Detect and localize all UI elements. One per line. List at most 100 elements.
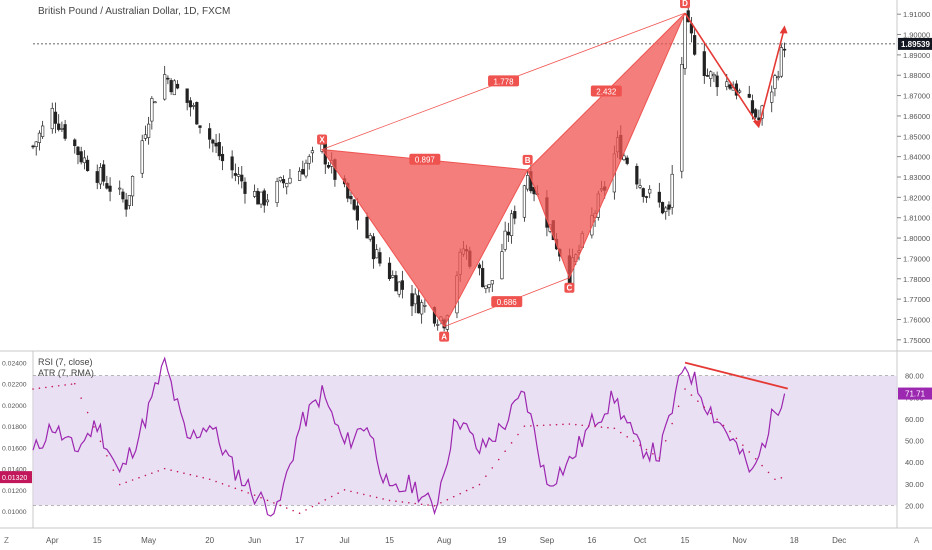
candle-body <box>214 142 218 147</box>
price-tick-label: 1.87000 <box>903 92 930 101</box>
atr-dot <box>677 405 680 408</box>
candle-body <box>776 76 780 79</box>
candle-body <box>285 183 289 188</box>
candle-body <box>355 205 360 221</box>
candle-body <box>709 71 713 79</box>
price-tick-label: 1.90000 <box>903 31 930 40</box>
rsi-tick-label: 60.00 <box>905 415 924 424</box>
candle-body <box>307 156 311 164</box>
current-price-tag-label: 1.89539 <box>901 40 930 49</box>
atr-dot <box>684 388 686 390</box>
atr-dot <box>414 502 417 505</box>
price-tick-label: 1.82000 <box>903 193 930 202</box>
atr-tick-label: 0.01200 <box>2 488 27 495</box>
atr-dot <box>465 489 468 492</box>
candle-body <box>526 175 530 190</box>
atr-dot <box>581 424 584 427</box>
candle-body <box>641 188 645 197</box>
candle-body <box>368 235 372 240</box>
atr-dot <box>138 476 140 479</box>
atr-dot <box>253 494 256 496</box>
candle-body <box>57 123 61 130</box>
price-tick-label: 1.84000 <box>903 153 930 162</box>
atr-dot <box>112 469 115 471</box>
atr-dot <box>125 481 127 484</box>
candle-body <box>127 195 131 206</box>
rsi-value-tag-label: 71.71 <box>905 390 926 399</box>
arrow-up-head <box>779 25 788 34</box>
atr-dot <box>337 492 339 494</box>
atr-dot <box>427 504 429 506</box>
time-axis: Apr 15 May 20 Jun 17 Jul 15 Aug 19 Sep 16 Oct 15 Nov 18… <box>4 536 920 545</box>
candle-body <box>185 88 189 103</box>
candle-body <box>750 100 755 114</box>
atr-dot <box>639 444 641 447</box>
atr-dot <box>459 492 461 495</box>
symbol-title: British Pound / Australian Dollar, 1D, F… <box>38 6 231 17</box>
atr-dot <box>285 507 288 509</box>
candle-body <box>477 264 482 269</box>
candle-body <box>770 91 774 103</box>
timezone-button: Z <box>4 536 9 545</box>
atr-dot <box>38 387 41 390</box>
pattern-point-c-box <box>564 282 575 293</box>
candle-body <box>188 100 192 108</box>
atr-dot <box>266 499 269 502</box>
atr-dot <box>401 501 404 503</box>
candle-body <box>365 216 369 239</box>
time-tick-label: 15 <box>93 536 102 545</box>
candle-body <box>79 151 83 163</box>
pattern-point-d-label: D <box>682 0 688 8</box>
candle-body <box>490 280 494 285</box>
atr-dot <box>716 418 718 421</box>
candle-body <box>262 190 266 206</box>
atr-dot <box>311 505 314 508</box>
atr-legend-label[interactable]: ATR (7, RMA) <box>38 368 94 378</box>
atr-value-tag <box>0 471 32 484</box>
atr-dot <box>32 388 34 390</box>
atr-dot <box>170 469 172 471</box>
atr-dot <box>57 384 60 387</box>
candle-body <box>31 145 35 148</box>
candle-body <box>163 74 167 100</box>
candle-body <box>352 199 356 210</box>
price-tick-label: 1.88000 <box>903 71 930 80</box>
price-axis: 1.91000 1.90000 1.89000 1.88000 1.87000 1.860… <box>897 10 930 345</box>
time-tick-label: Sep <box>540 536 555 545</box>
candle-body <box>288 177 292 184</box>
atr-dot <box>196 475 198 478</box>
candle-body <box>513 211 517 219</box>
candle-body <box>195 102 199 125</box>
atr-dot <box>215 480 217 483</box>
ratio-bd-label: 2.432 <box>596 88 617 97</box>
atr-dot <box>530 425 532 427</box>
atr-dot <box>318 502 320 504</box>
candle-body <box>635 165 639 185</box>
rsi-legend-label[interactable]: RSI (7, close) <box>38 357 93 367</box>
candle-body <box>484 285 488 289</box>
candle-body <box>481 268 485 288</box>
candle-body <box>34 141 38 147</box>
atr-dot <box>99 440 102 443</box>
candle-body <box>256 190 260 205</box>
candle-body <box>41 125 45 137</box>
candle-body <box>95 171 99 183</box>
candle-body <box>371 236 376 260</box>
atr-dot <box>80 397 82 399</box>
candle-body <box>175 83 180 89</box>
atr-dot <box>176 470 179 473</box>
ratio-xd-label: 1.778 <box>494 77 515 86</box>
atr-dot <box>658 457 661 459</box>
atr-dot <box>536 424 539 427</box>
candle-body <box>522 185 527 218</box>
candle-body <box>169 80 173 93</box>
candle-body <box>253 191 257 197</box>
rsi-tick-label: 20.00 <box>905 501 924 510</box>
atr-dot <box>542 424 545 427</box>
price-tick-label: 1.83000 <box>903 173 930 182</box>
candle-body <box>413 293 417 305</box>
price-tick-label: 1.80000 <box>903 234 930 243</box>
price-tick-label: 1.76000 <box>903 315 930 324</box>
atr-dot <box>754 457 757 460</box>
